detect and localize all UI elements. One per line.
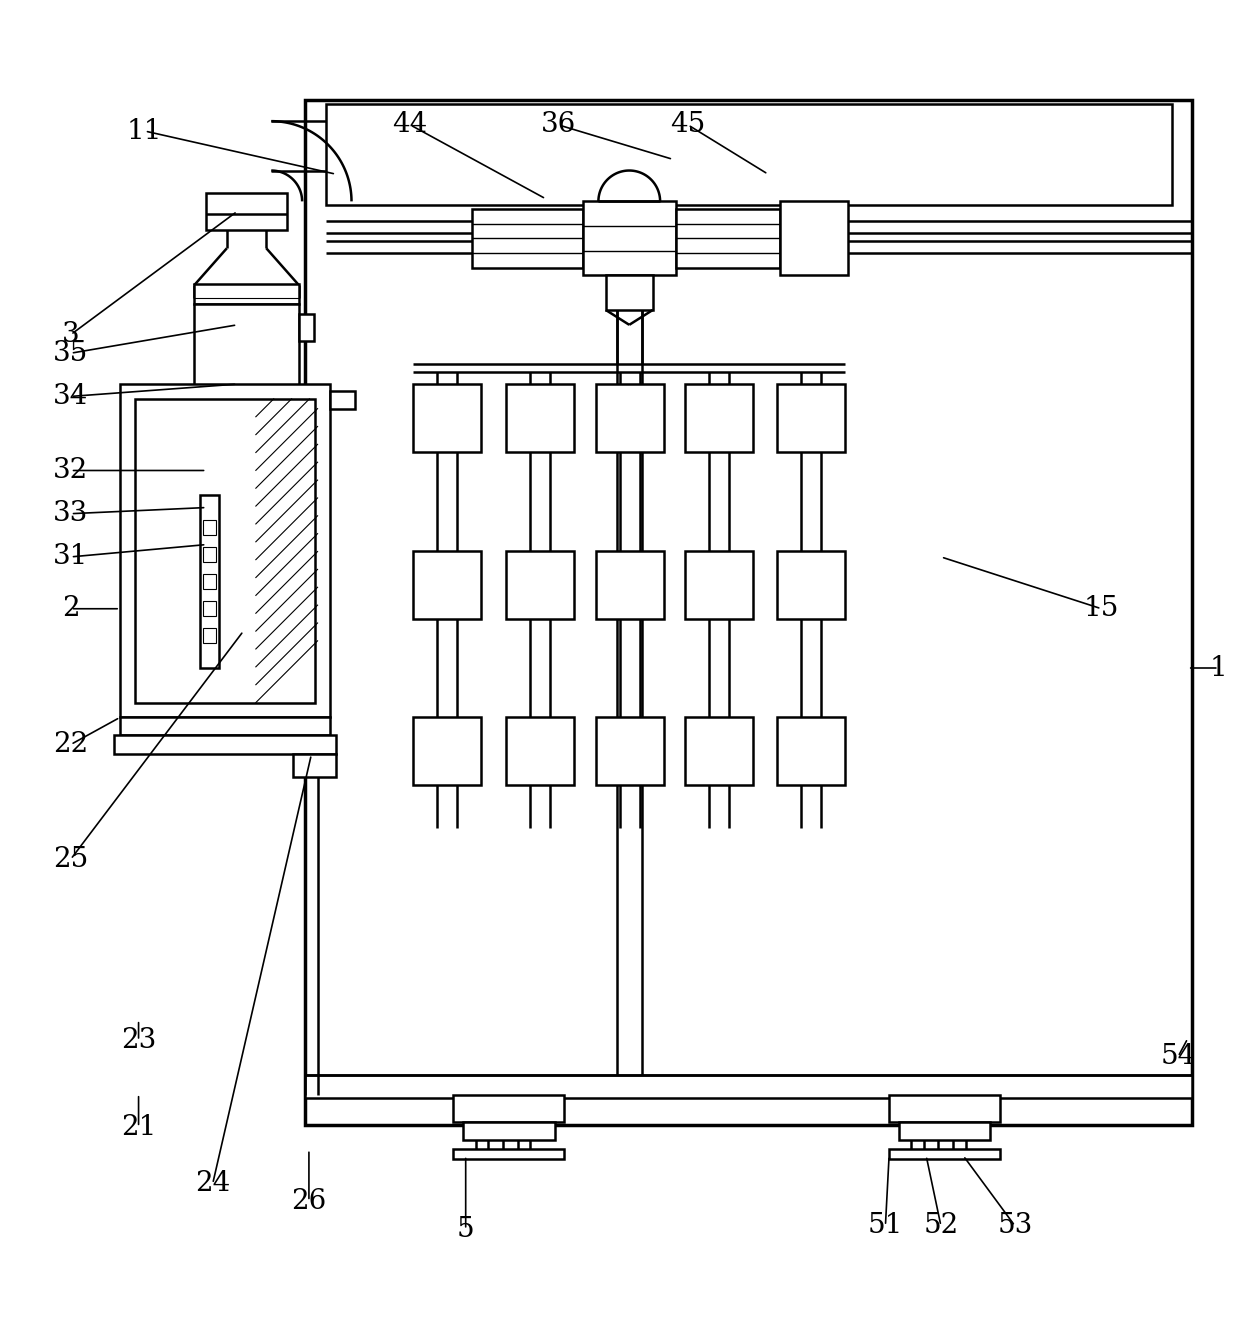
Bar [135, 399, 315, 703]
Bar [207, 192, 286, 230]
Bar [889, 1149, 1001, 1160]
Bar [305, 100, 1192, 1125]
Bar [684, 383, 753, 452]
Bar [777, 383, 846, 452]
Text: 44: 44 [393, 111, 428, 139]
Bar [777, 550, 846, 619]
Bar [195, 522, 299, 545]
Bar [889, 1096, 1001, 1122]
Bar [413, 383, 481, 452]
Bar [413, 717, 481, 786]
Text: 3: 3 [62, 321, 79, 349]
Bar [330, 391, 355, 409]
Bar [203, 601, 216, 616]
Bar [596, 717, 663, 786]
Bar [899, 1122, 991, 1140]
Bar [195, 285, 299, 303]
Text: 2: 2 [62, 596, 79, 623]
Bar [203, 574, 216, 589]
Bar [506, 717, 574, 786]
Bar [676, 208, 780, 269]
Bar [114, 735, 336, 755]
Bar [606, 275, 652, 310]
Text: 5: 5 [456, 1216, 475, 1244]
Text: 52: 52 [924, 1213, 959, 1240]
Text: 53: 53 [997, 1213, 1033, 1240]
Bar [120, 383, 330, 717]
Bar [596, 383, 663, 452]
Text: 26: 26 [291, 1188, 326, 1214]
Bar [201, 496, 218, 668]
Bar [454, 1149, 564, 1160]
Bar [583, 202, 676, 275]
Bar [195, 482, 299, 504]
Text: 36: 36 [541, 111, 575, 139]
Text: 22: 22 [53, 731, 88, 758]
Bar [506, 383, 574, 452]
Text: 11: 11 [126, 118, 162, 144]
Bar [506, 550, 574, 619]
Bar [454, 1096, 564, 1122]
Text: 33: 33 [53, 500, 88, 528]
Bar [684, 550, 753, 619]
Bar [305, 1075, 1192, 1098]
Bar [780, 202, 848, 275]
Bar [326, 104, 1172, 206]
Bar [120, 717, 330, 735]
Bar [596, 550, 663, 619]
Text: 23: 23 [122, 1027, 156, 1054]
Text: 15: 15 [1084, 596, 1120, 623]
Text: 32: 32 [53, 457, 88, 484]
Bar [299, 314, 314, 341]
Text: 1: 1 [1210, 655, 1228, 681]
Bar [464, 1122, 554, 1140]
Bar [203, 628, 216, 644]
Bar [472, 208, 583, 269]
Text: 51: 51 [868, 1213, 903, 1240]
Text: 24: 24 [195, 1170, 231, 1197]
Text: 45: 45 [671, 111, 706, 139]
Text: 21: 21 [120, 1114, 156, 1141]
Bar [777, 717, 846, 786]
Text: 35: 35 [53, 339, 88, 366]
Text: 34: 34 [53, 383, 88, 410]
Text: 25: 25 [53, 846, 88, 872]
Text: 31: 31 [53, 544, 88, 570]
Bar [203, 546, 216, 562]
Bar [413, 550, 481, 619]
Bar [195, 303, 299, 482]
Text: 54: 54 [1161, 1043, 1195, 1070]
Bar [195, 504, 299, 522]
Bar [684, 717, 753, 786]
Bar [203, 520, 216, 534]
Bar [293, 755, 336, 776]
